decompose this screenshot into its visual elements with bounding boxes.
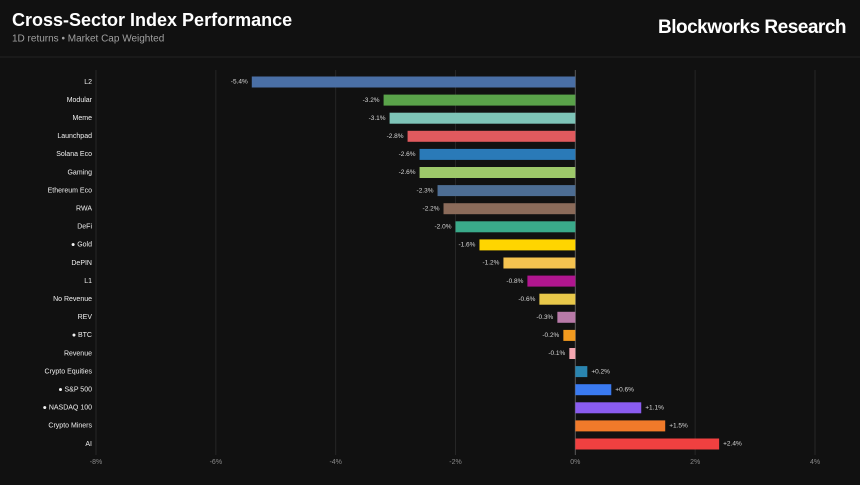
value-label: -1.2% (482, 260, 499, 267)
value-label: -2.0% (435, 224, 452, 231)
bar (383, 94, 576, 106)
value-label: +2.4% (723, 441, 742, 448)
value-label: -2.2% (423, 205, 440, 212)
bar (443, 203, 576, 215)
bar (575, 384, 612, 396)
bar (479, 239, 576, 251)
value-label: +1.1% (645, 405, 664, 412)
value-label: -3.1% (369, 115, 386, 122)
category-label: L1 (84, 278, 92, 285)
category-label: Revenue (64, 350, 92, 357)
value-label: +1.5% (669, 423, 688, 430)
value-label: -5.4% (231, 79, 248, 86)
category-label: ● BTC (72, 332, 92, 339)
bar (251, 76, 576, 88)
value-label: -2.8% (387, 133, 404, 140)
title: Cross-Sector Index Performance (12, 10, 292, 30)
bar (527, 275, 576, 287)
category-label: L2 (84, 79, 92, 86)
bar (575, 402, 642, 414)
category-label: DeFi (77, 224, 92, 231)
bar (575, 420, 666, 432)
category-label: AI (85, 441, 92, 448)
x-tick-label: -4% (329, 459, 341, 466)
category-label: No Revenue (53, 296, 92, 303)
bar (407, 130, 576, 142)
category-label: Crypto Miners (48, 423, 92, 430)
brand: Blockworks Research (658, 17, 846, 38)
bar (539, 293, 576, 305)
category-label: ● Gold (71, 242, 92, 249)
value-label: -0.8% (506, 278, 523, 285)
bar (569, 348, 576, 359)
bar (563, 329, 576, 341)
x-tick-label: 4% (810, 459, 820, 466)
x-tick-label: 2% (690, 459, 700, 466)
category-label: RWA (76, 206, 92, 213)
value-label: -3.2% (363, 97, 380, 104)
category-label: DePIN (71, 260, 92, 267)
value-label: +0.2% (591, 368, 610, 375)
value-label: -0.6% (518, 296, 535, 303)
value-label: -2.6% (399, 169, 416, 176)
category-label: Meme (73, 115, 93, 122)
category-label: Launchpad (57, 133, 92, 140)
category-label: Crypto Equities (45, 368, 93, 375)
value-label: -1.6% (458, 242, 475, 249)
x-tick-label: -8% (90, 459, 102, 466)
bar (419, 148, 576, 160)
value-label: +0.6% (615, 386, 634, 393)
x-tick-label: 0% (570, 459, 580, 466)
x-tick-label: -2% (449, 459, 461, 466)
bar (503, 257, 576, 269)
category-label: Modular (67, 97, 93, 104)
bar (575, 438, 720, 450)
category-label: Ethereum Eco (48, 187, 92, 194)
bar (419, 167, 576, 178)
value-label: -0.3% (536, 314, 553, 321)
subtitle: 1D returns • Market Cap Weighted (12, 34, 164, 45)
category-label: ● NASDAQ 100 (43, 405, 92, 412)
bar (455, 221, 576, 233)
value-label: -0.2% (542, 332, 559, 339)
category-label: Solana Eco (56, 151, 92, 158)
category-label: Gaming (67, 169, 92, 176)
bar (557, 311, 576, 323)
category-label: ● S&P 500 (58, 387, 92, 394)
category-label: REV (78, 314, 93, 321)
value-label: -2.3% (417, 187, 434, 194)
value-label: -0.1% (548, 350, 565, 357)
bar (437, 185, 576, 197)
bar (389, 112, 576, 124)
x-tick-label: -6% (210, 459, 222, 466)
value-label: -2.6% (399, 151, 416, 158)
bar (575, 366, 588, 378)
